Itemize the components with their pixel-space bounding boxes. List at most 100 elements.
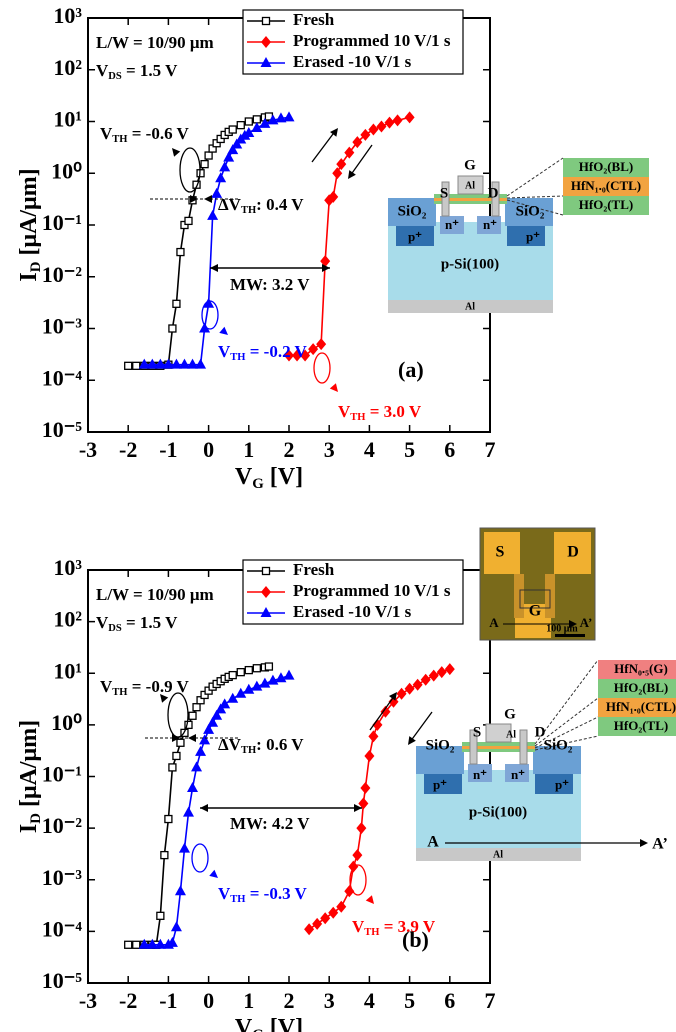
inset-label: HfO₂(TL) — [579, 197, 633, 212]
data-point — [229, 126, 236, 133]
inset-label: p⁺ — [433, 777, 447, 792]
y-tick-label: 10² — [53, 607, 82, 632]
subscript: TH — [112, 135, 128, 146]
annotation: VTH = -0.9 V — [100, 677, 190, 699]
inset-label: HfO₂(BL) — [614, 680, 668, 695]
arrow-head — [204, 195, 212, 203]
x-tick-label: 4 — [364, 988, 375, 1013]
data-point — [237, 669, 244, 676]
data-point — [336, 901, 346, 913]
strip — [514, 574, 524, 618]
inset-label: p-Si(100) — [469, 804, 527, 820]
y-tick-label: 10⁻⁴ — [42, 916, 83, 941]
x-tick-label: 1 — [243, 437, 254, 462]
inset-label: n⁺ — [445, 217, 459, 232]
text-part: = 1.5 V — [122, 61, 178, 80]
text-part: (a) — [398, 357, 424, 382]
sweep-arrow — [312, 130, 336, 162]
y-tick-label: 10¹ — [53, 658, 82, 683]
data-point — [237, 122, 244, 129]
data-point — [328, 907, 338, 919]
data-point — [320, 912, 330, 924]
x-tick-label: -2 — [119, 437, 137, 462]
subscript: D — [29, 813, 45, 824]
text-part: : 0.6 V — [256, 735, 304, 754]
scale-bar — [555, 634, 585, 637]
subscript: G — [252, 477, 264, 493]
subscript: TH — [350, 413, 366, 424]
y-tick-label: 10³ — [53, 3, 82, 28]
data-point — [175, 885, 186, 895]
data-point — [360, 782, 370, 794]
inset-label: HfN₀.₅(G) — [614, 661, 668, 676]
inset-label: S — [473, 724, 481, 740]
y-tick-label: 10⁻⁵ — [42, 968, 83, 993]
text-part: ΔV — [218, 195, 242, 214]
sweep-arrow — [370, 695, 395, 730]
data-point — [364, 750, 374, 762]
data-point — [203, 298, 214, 308]
subscript: TH — [230, 895, 246, 906]
leader-line — [507, 196, 563, 198]
y-tick-label: 10⁻² — [42, 262, 83, 287]
inset-label: SiO₂ — [398, 203, 427, 219]
loop — [350, 865, 366, 895]
legend-label: Programmed 10 V/1 s — [293, 581, 451, 600]
y-tick-label: 10⁻² — [42, 813, 83, 838]
x-tick-label: 3 — [324, 988, 335, 1013]
annotation: L/W = 10/90 μm — [96, 585, 214, 604]
data-point — [304, 923, 314, 935]
data-point — [229, 672, 236, 679]
y-tick-label: 10⁻⁵ — [42, 417, 83, 442]
data-point — [177, 739, 184, 746]
inset-label: p⁺ — [408, 229, 422, 244]
annotation: (b) — [402, 927, 429, 952]
subscript: D — [29, 261, 45, 272]
y-axis-label: ID [μA/μm] — [16, 720, 45, 833]
text-part: L/W = 10/90 μm — [96, 33, 214, 52]
text-part: I — [16, 272, 42, 281]
text-part: V — [100, 677, 113, 696]
annotation: VTH = -0.3 V — [218, 884, 308, 906]
x-tick-label: 7 — [485, 988, 496, 1013]
inset-label: n⁺ — [483, 217, 497, 232]
text-part: = -0.3 V — [246, 884, 308, 903]
text-part: = -0.6 V — [128, 124, 190, 143]
figure: -3-2-10123456710⁻⁵10⁻⁴10⁻³10⁻²10⁻¹10⁰10¹… — [0, 0, 676, 1032]
text-part: (b) — [402, 927, 429, 952]
x-tick-label: 6 — [444, 988, 455, 1013]
text-part: V — [352, 917, 365, 936]
y-tick-label: 10⁰ — [51, 158, 82, 183]
data-point — [177, 249, 184, 256]
series-line — [128, 116, 269, 365]
y-tick-label: 10⁻¹ — [42, 210, 82, 235]
loop — [168, 693, 188, 737]
x-tick-label: 1 — [243, 988, 254, 1013]
data-point — [437, 666, 447, 678]
data-point — [171, 921, 182, 931]
annotation: (a) — [398, 357, 424, 382]
inset-label: n⁺ — [511, 767, 525, 782]
inset-label: n⁺ — [473, 767, 487, 782]
annotation: VDS = 1.5 V — [96, 613, 178, 635]
data-point — [368, 730, 378, 742]
data-point — [173, 752, 180, 759]
data-point — [393, 114, 403, 126]
inset-label: SiO₂ — [426, 737, 455, 753]
inset-label: D — [488, 185, 499, 201]
text-part: V — [235, 464, 253, 490]
inset-label: HfO₂(BL) — [579, 159, 633, 174]
arrow-head — [640, 839, 648, 847]
x-tick-label: -1 — [159, 988, 177, 1013]
contact — [520, 730, 527, 764]
inset-label: HfN₁.₀(CTL) — [606, 699, 676, 714]
x-tick-label: 0 — [203, 437, 214, 462]
annotation: VTH = -0.2 V — [218, 342, 308, 364]
data-point — [205, 152, 212, 159]
data-point — [161, 852, 168, 859]
data-point — [352, 849, 362, 861]
data-point — [195, 359, 206, 369]
subscript: TH — [230, 353, 246, 364]
data-point — [133, 362, 140, 369]
data-point — [219, 161, 230, 171]
